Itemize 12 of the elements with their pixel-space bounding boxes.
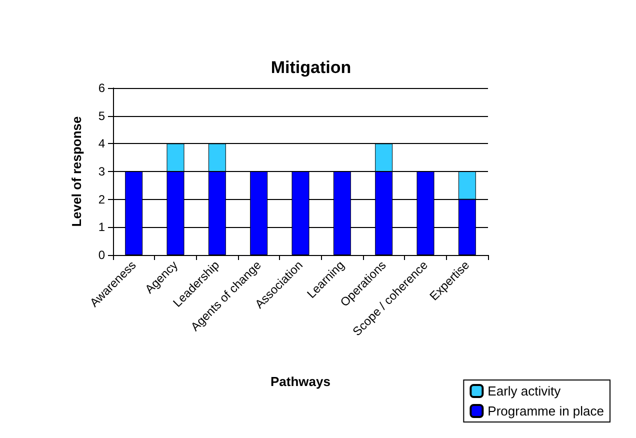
x-axis-title: Pathways — [270, 374, 330, 389]
legend-label: Programme in place — [488, 404, 604, 418]
y-axis-title: Level of response — [69, 116, 84, 227]
y-tick-label: 4 — [98, 136, 106, 151]
y-tick-label: 3 — [98, 164, 106, 178]
y-tick-label: 1 — [98, 220, 106, 234]
y-tick-label: 6 — [98, 81, 106, 95]
y-tick-label: 2 — [98, 192, 106, 206]
chart-title: Mitigation — [270, 58, 352, 77]
legend-label: Early activity — [488, 384, 562, 398]
y-tick-label: 0 — [98, 248, 106, 262]
y-tick-label: 5 — [98, 108, 106, 123]
